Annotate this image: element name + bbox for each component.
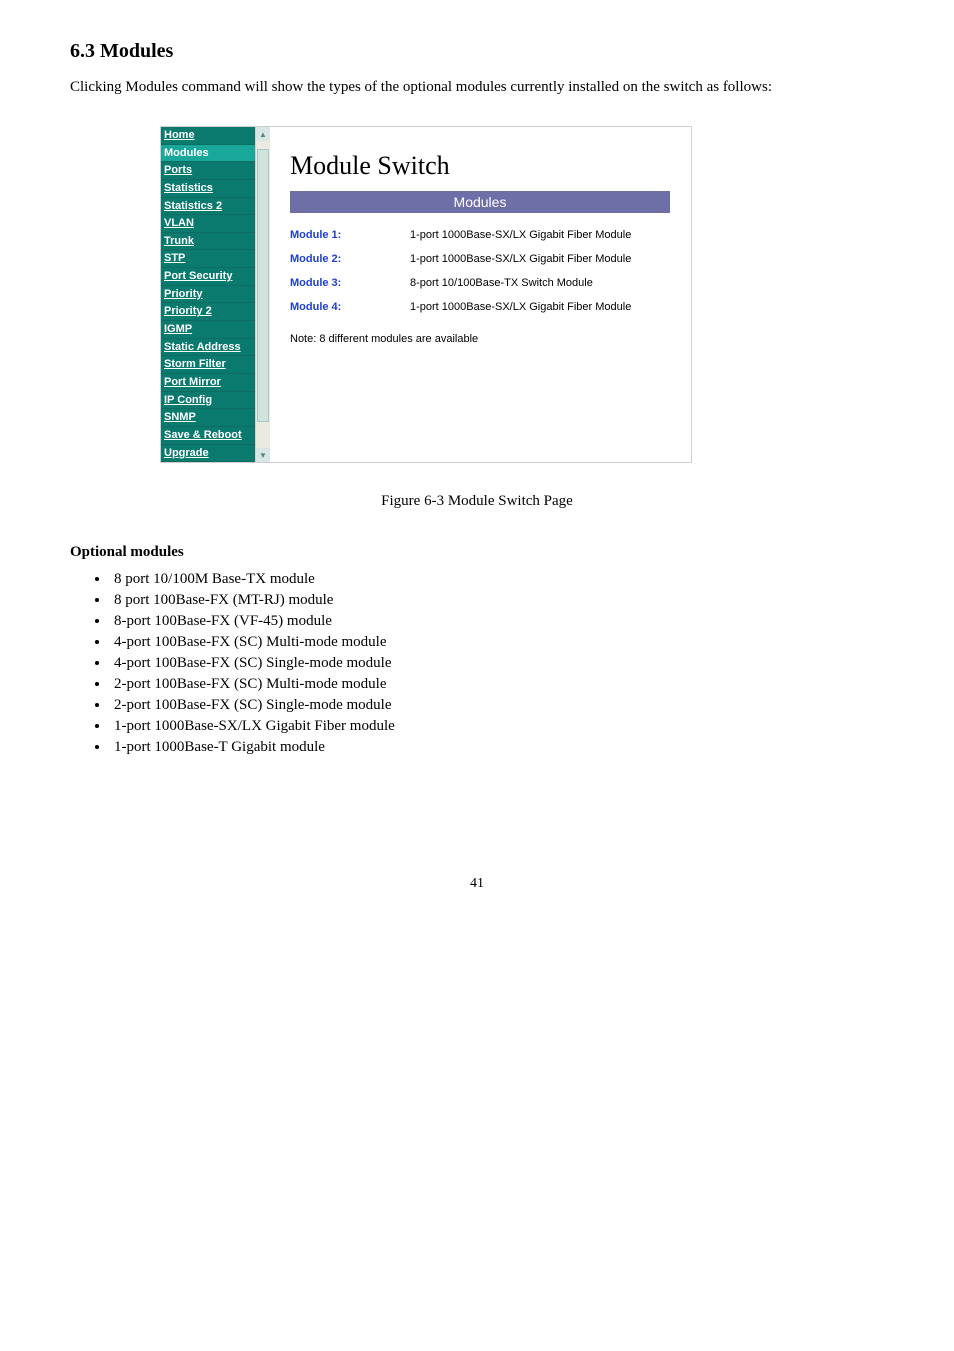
module-row: Module 1:1-port 1000Base-SX/LX Gigabit F… — [290, 223, 670, 247]
list-item: 8 port 100Base-FX (MT-RJ) module — [110, 592, 884, 609]
modules-table-header: Modules — [290, 191, 670, 213]
module-switch-screenshot: HomeModulesPortsStatisticsStatistics 2VL… — [160, 126, 692, 463]
module-value: 1-port 1000Base-SX/LX Gigabit Fiber Modu… — [410, 301, 631, 313]
module-label: Module 4: — [290, 301, 410, 313]
sidebar-item-snmp[interactable]: SNMP — [161, 409, 255, 427]
sidebar-item-statistics[interactable]: Statistics — [161, 180, 255, 198]
sidebar-item-modules[interactable]: Modules — [161, 145, 255, 163]
module-value: 1-port 1000Base-SX/LX Gigabit Fiber Modu… — [410, 229, 631, 241]
scrollbar[interactable]: ▲ ▼ — [255, 127, 270, 462]
optional-modules-subhead: Optional modules — [70, 544, 884, 561]
sidebar-item-port-mirror[interactable]: Port Mirror — [161, 374, 255, 392]
sidebar-item-ports[interactable]: Ports — [161, 162, 255, 180]
scroll-track[interactable] — [256, 141, 270, 448]
sidebar-item-priority-2[interactable]: Priority 2 — [161, 303, 255, 321]
intro-paragraph: Clicking Modules command will show the t… — [70, 77, 884, 98]
modules-footnote: Note: 8 different modules are available — [290, 333, 671, 345]
sidebar-item-stp[interactable]: STP — [161, 250, 255, 268]
scroll-down-icon[interactable]: ▼ — [256, 448, 270, 462]
sidebar-item-priority[interactable]: Priority — [161, 286, 255, 304]
module-row: Module 3:8-port 10/100Base-TX Switch Mod… — [290, 271, 670, 295]
page-heading: Module Switch — [290, 151, 671, 181]
section-title: 6.3 Modules — [70, 40, 884, 63]
sidebar-item-statistics-2[interactable]: Statistics 2 — [161, 198, 255, 216]
sidebar-item-storm-filter[interactable]: Storm Filter — [161, 356, 255, 374]
module-value: 8-port 10/100Base-TX Switch Module — [410, 277, 593, 289]
list-item: 8-port 100Base-FX (VF-45) module — [110, 613, 884, 630]
list-item: 2-port 100Base-FX (SC) Single-mode modul… — [110, 697, 884, 714]
sidebar-item-upgrade[interactable]: Upgrade — [161, 445, 255, 463]
module-value: 1-port 1000Base-SX/LX Gigabit Fiber Modu… — [410, 253, 631, 265]
sidebar-item-vlan[interactable]: VLAN — [161, 215, 255, 233]
modules-table: Module 1:1-port 1000Base-SX/LX Gigabit F… — [290, 223, 670, 319]
module-label: Module 1: — [290, 229, 410, 241]
scroll-up-icon[interactable]: ▲ — [256, 127, 270, 141]
module-row: Module 4:1-port 1000Base-SX/LX Gigabit F… — [290, 295, 670, 319]
list-item: 1-port 1000Base-SX/LX Gigabit Fiber modu… — [110, 718, 884, 735]
module-label: Module 3: — [290, 277, 410, 289]
list-item: 4-port 100Base-FX (SC) Single-mode modul… — [110, 655, 884, 672]
list-item: 8 port 10/100M Base-TX module — [110, 571, 884, 588]
sidebar-item-port-security[interactable]: Port Security — [161, 268, 255, 286]
page-number: 41 — [70, 876, 884, 892]
list-item: 4-port 100Base-FX (SC) Multi-mode module — [110, 634, 884, 651]
sidebar-item-trunk[interactable]: Trunk — [161, 233, 255, 251]
optional-modules-list: 8 port 10/100M Base-TX module 8 port 100B… — [110, 571, 884, 756]
sidebar-item-ip-config[interactable]: IP Config — [161, 392, 255, 410]
sidebar-item-static-address[interactable]: Static Address — [161, 339, 255, 357]
sidebar-item-home[interactable]: Home — [161, 127, 255, 145]
sidebar-item-save-reboot[interactable]: Save & Reboot — [161, 427, 255, 445]
sidebar-item-igmp[interactable]: IGMP — [161, 321, 255, 339]
list-item: 2-port 100Base-FX (SC) Multi-mode module — [110, 676, 884, 693]
module-row: Module 2:1-port 1000Base-SX/LX Gigabit F… — [290, 247, 670, 271]
module-label: Module 2: — [290, 253, 410, 265]
scroll-thumb[interactable] — [257, 149, 269, 422]
sidebar-nav: HomeModulesPortsStatisticsStatistics 2VL… — [161, 127, 255, 462]
list-item: 1-port 1000Base-T Gigabit module — [110, 739, 884, 756]
figure-caption: Figure 6-3 Module Switch Page — [70, 493, 884, 510]
